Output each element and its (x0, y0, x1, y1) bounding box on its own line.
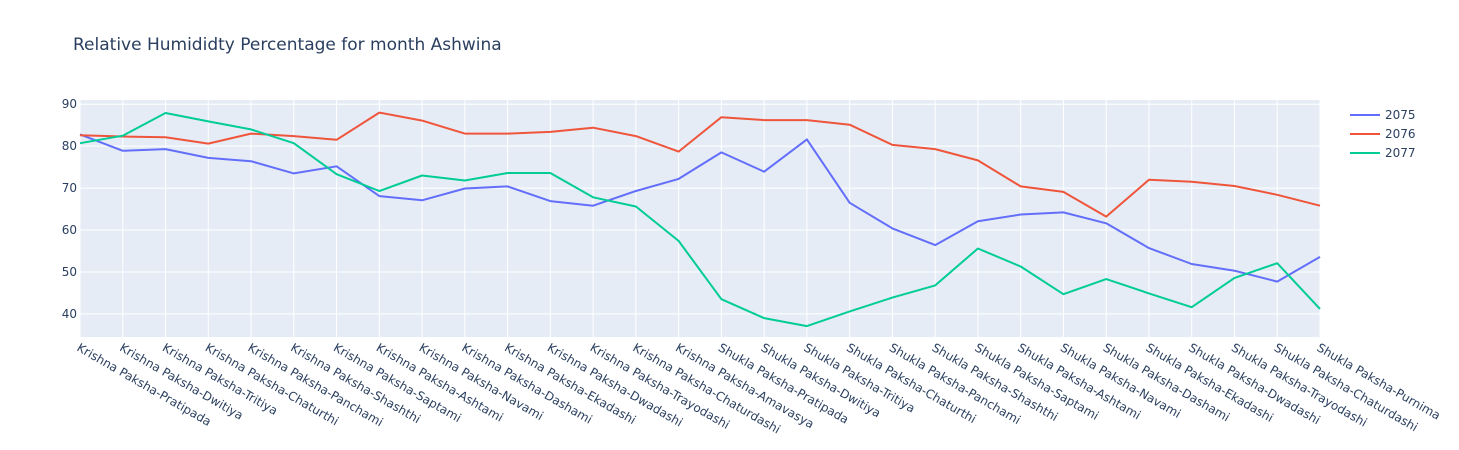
series-lines (79, 111, 1321, 328)
plot-area (80, 100, 1320, 337)
legend-label: 2076 (1385, 127, 1416, 141)
y-tick-label: 70 (62, 181, 77, 195)
series-line-2076 (79, 111, 1321, 218)
chart-title: Relative Humididty Percentage for month … (73, 35, 502, 55)
legend-item-2077[interactable]: 2077 (1350, 146, 1416, 160)
series-line-2077 (79, 112, 1321, 328)
y-tick-label: 60 (62, 223, 77, 237)
y-tick-label: 80 (62, 139, 77, 153)
y-tick-label: 90 (62, 97, 77, 111)
y-tick-label: 50 (62, 265, 77, 279)
legend[interactable]: 2075 2076 2077 (1350, 108, 1416, 160)
legend-label: 2075 (1385, 108, 1416, 122)
legend-label: 2077 (1385, 146, 1416, 160)
series-line-2075 (79, 133, 1321, 283)
legend-item-2076[interactable]: 2076 (1350, 127, 1416, 141)
legend-item-2075[interactable]: 2075 (1350, 108, 1416, 122)
gridlines (79, 100, 1321, 337)
y-tick-label: 40 (62, 307, 77, 321)
y-axis-ticks: 40 50 60 70 80 90 (62, 97, 77, 321)
